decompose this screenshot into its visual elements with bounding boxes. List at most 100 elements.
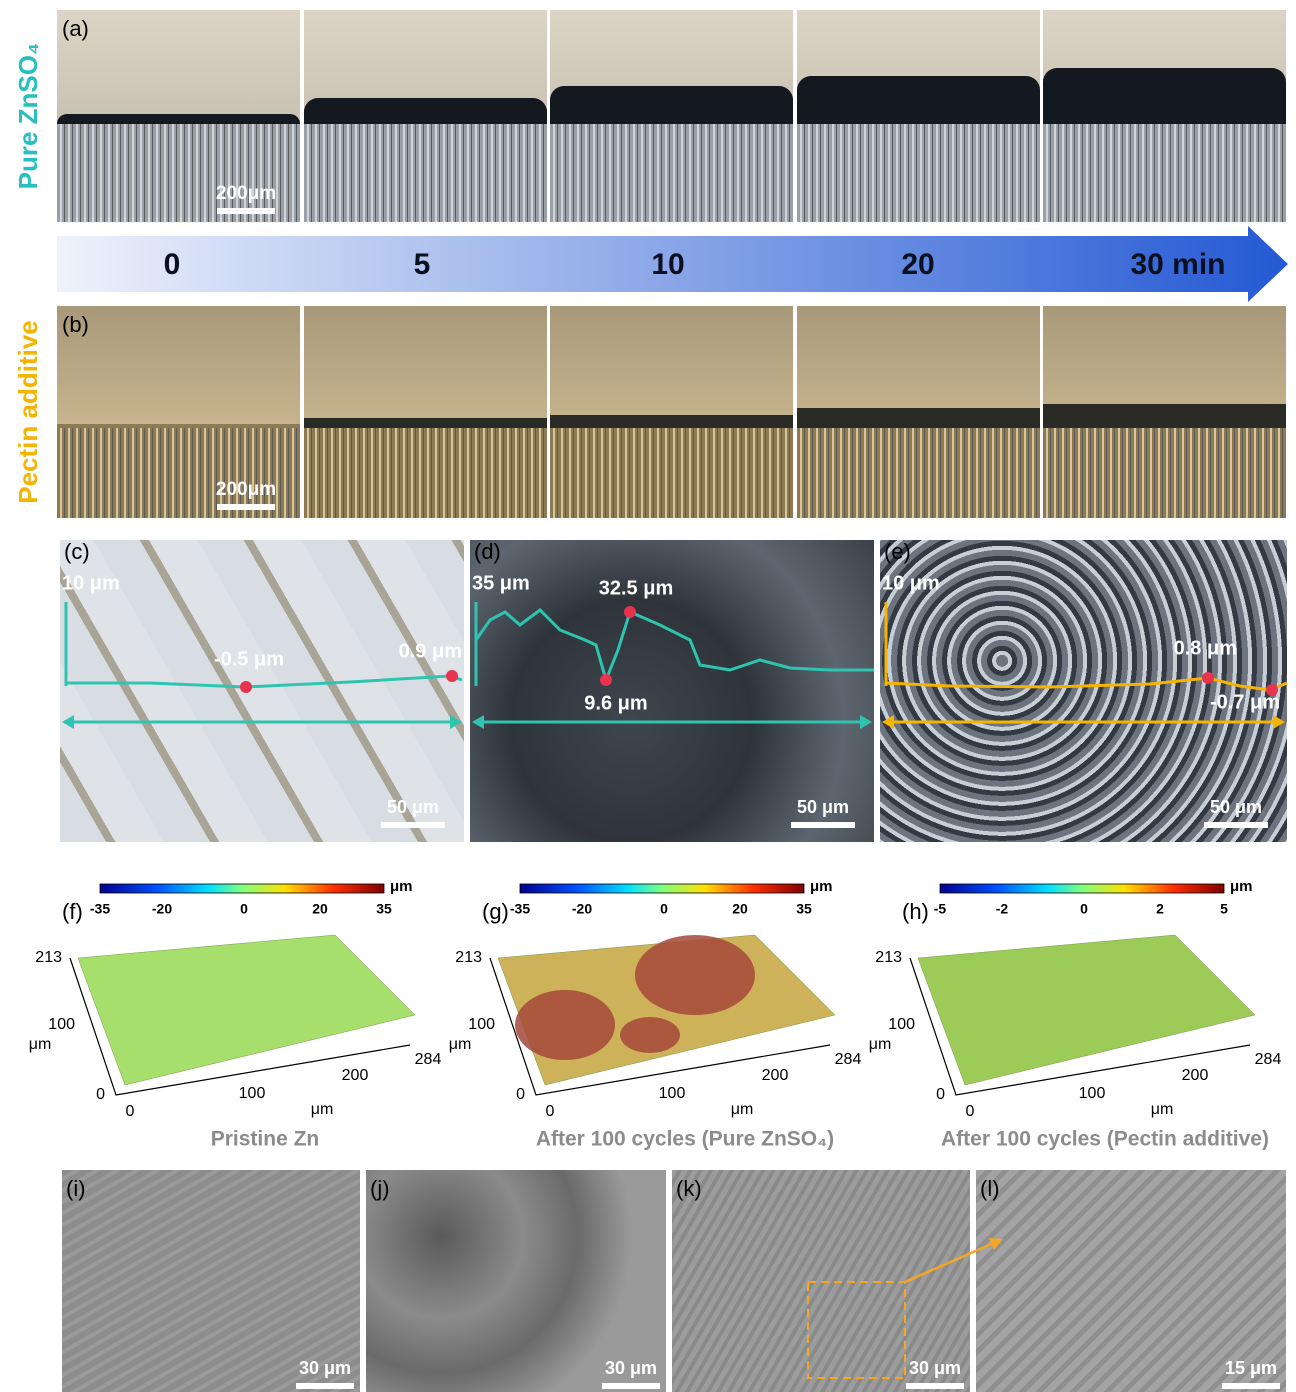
micrograph xyxy=(57,306,300,518)
profile-point xyxy=(446,670,458,682)
x-unit: μm xyxy=(1151,1101,1174,1118)
micrograph xyxy=(796,10,1040,222)
profile-annotation: 32.5 μm xyxy=(599,577,674,599)
profile-line xyxy=(885,676,1288,692)
y-tick-label: 0 xyxy=(516,1086,525,1103)
deposit-layer xyxy=(1043,404,1286,428)
panel-label: (b) xyxy=(62,312,89,337)
y-tick-label: 213 xyxy=(875,949,902,966)
scale-bar xyxy=(602,1383,660,1389)
axis-line xyxy=(69,957,411,1096)
scale-bar-label: 50 μm xyxy=(797,797,849,817)
time-label: 30 min xyxy=(1130,248,1225,281)
surface xyxy=(917,934,1256,1086)
arrow-head xyxy=(882,715,894,729)
row-label: Pure ZnSO₄ xyxy=(13,43,43,190)
x-unit: μm xyxy=(311,1101,334,1118)
scale-bar xyxy=(217,504,275,510)
caption: After 100 cycles (Pectin additive) xyxy=(941,1128,1269,1151)
sem-image xyxy=(62,1170,360,1392)
time-arrow xyxy=(57,226,1288,302)
micrograph xyxy=(880,540,1287,842)
metal-surface xyxy=(796,428,1040,518)
colorbar-tick: -5 xyxy=(934,901,947,917)
colorbar-tick: -20 xyxy=(572,901,592,917)
y-tick-label: 213 xyxy=(35,949,62,966)
metal-surface xyxy=(57,428,300,518)
metal-surface xyxy=(550,428,793,518)
colorbar-unit: μm xyxy=(390,878,413,895)
row-label: Pectin additive xyxy=(13,320,43,504)
sem-image xyxy=(976,1170,1286,1392)
scale-bar-label: 15 μm xyxy=(1225,1358,1277,1378)
colorbar-unit: μm xyxy=(810,878,833,895)
profile-annotation: -0.5 μm xyxy=(214,648,284,670)
x-tick-label: 200 xyxy=(762,1067,789,1084)
deposit-layer xyxy=(550,415,793,428)
x-tick-label: 0 xyxy=(546,1103,555,1120)
y-tick-label: 0 xyxy=(96,1086,105,1103)
y-unit: μm xyxy=(869,1036,892,1053)
micrograph xyxy=(57,10,300,222)
height-label: 10 μm xyxy=(62,572,120,594)
colorbar-tick: -35 xyxy=(90,901,110,917)
panel-label: (l) xyxy=(980,1176,1000,1201)
y-unit: μm xyxy=(29,1036,52,1053)
scale-bar-label: 30 μm xyxy=(299,1358,351,1378)
profile-line xyxy=(474,608,874,685)
x-tick-label: 284 xyxy=(835,1051,862,1068)
y-tick-label: 100 xyxy=(888,1016,915,1033)
x-tick-label: 200 xyxy=(342,1067,369,1084)
scale-bar xyxy=(1222,1383,1280,1389)
deposit-layer xyxy=(303,98,547,124)
panel-label: (c) xyxy=(64,539,90,564)
x-tick-label: 100 xyxy=(659,1085,686,1102)
metal-surface xyxy=(796,124,1040,222)
surface-feature xyxy=(620,1017,680,1053)
scale-bar-label: 30 μm xyxy=(909,1358,961,1378)
y-tick-label: 100 xyxy=(468,1016,495,1033)
colorbar-unit: μm xyxy=(1230,878,1253,895)
metal-surface xyxy=(57,124,300,222)
micrograph xyxy=(60,540,464,842)
metal-surface xyxy=(303,124,547,222)
colorbar-tick: 0 xyxy=(1080,901,1088,917)
surface-feature xyxy=(635,935,755,1015)
colorbar-tick: 5 xyxy=(1220,901,1228,917)
scale-bar-label: 50 μm xyxy=(387,797,439,817)
colorbar xyxy=(939,883,1225,894)
surface-feature xyxy=(515,990,615,1060)
colorbar-tick: -35 xyxy=(510,901,530,917)
x-unit: μm xyxy=(731,1101,754,1118)
time-label: 0 xyxy=(164,248,181,281)
axis-line xyxy=(909,957,1251,1096)
zoom-box xyxy=(807,1281,906,1379)
profile-line xyxy=(66,674,463,689)
scale-bar xyxy=(791,822,855,828)
scale-bar xyxy=(906,1383,964,1389)
panel-label: (k) xyxy=(676,1176,702,1201)
deposit-layer xyxy=(796,76,1040,124)
axis-line xyxy=(489,957,831,1096)
sem-image xyxy=(366,1170,666,1392)
x-tick-label: 200 xyxy=(1182,1067,1209,1084)
profile-point xyxy=(240,681,252,693)
colorbar-tick: 20 xyxy=(732,901,748,917)
x-tick-label: 100 xyxy=(239,1085,266,1102)
scale-bar xyxy=(296,1383,354,1389)
profile-annotation: 0.8 μm xyxy=(1174,637,1237,659)
micrograph xyxy=(1043,10,1286,222)
panel-label: (a) xyxy=(62,16,89,41)
height-label: 35 μm xyxy=(472,572,530,594)
profile-point xyxy=(1266,684,1278,696)
panel-label: (h) xyxy=(902,899,929,924)
scale-bar-label: 200μm xyxy=(216,183,276,204)
x-tick-label: 284 xyxy=(1255,1051,1282,1068)
scale-bar-label: 50 μm xyxy=(1210,797,1262,817)
colorbar-tick: -20 xyxy=(152,901,172,917)
colorbar xyxy=(99,883,385,894)
colorbar-tick: 20 xyxy=(312,901,328,917)
colorbar-tick: 0 xyxy=(660,901,668,917)
